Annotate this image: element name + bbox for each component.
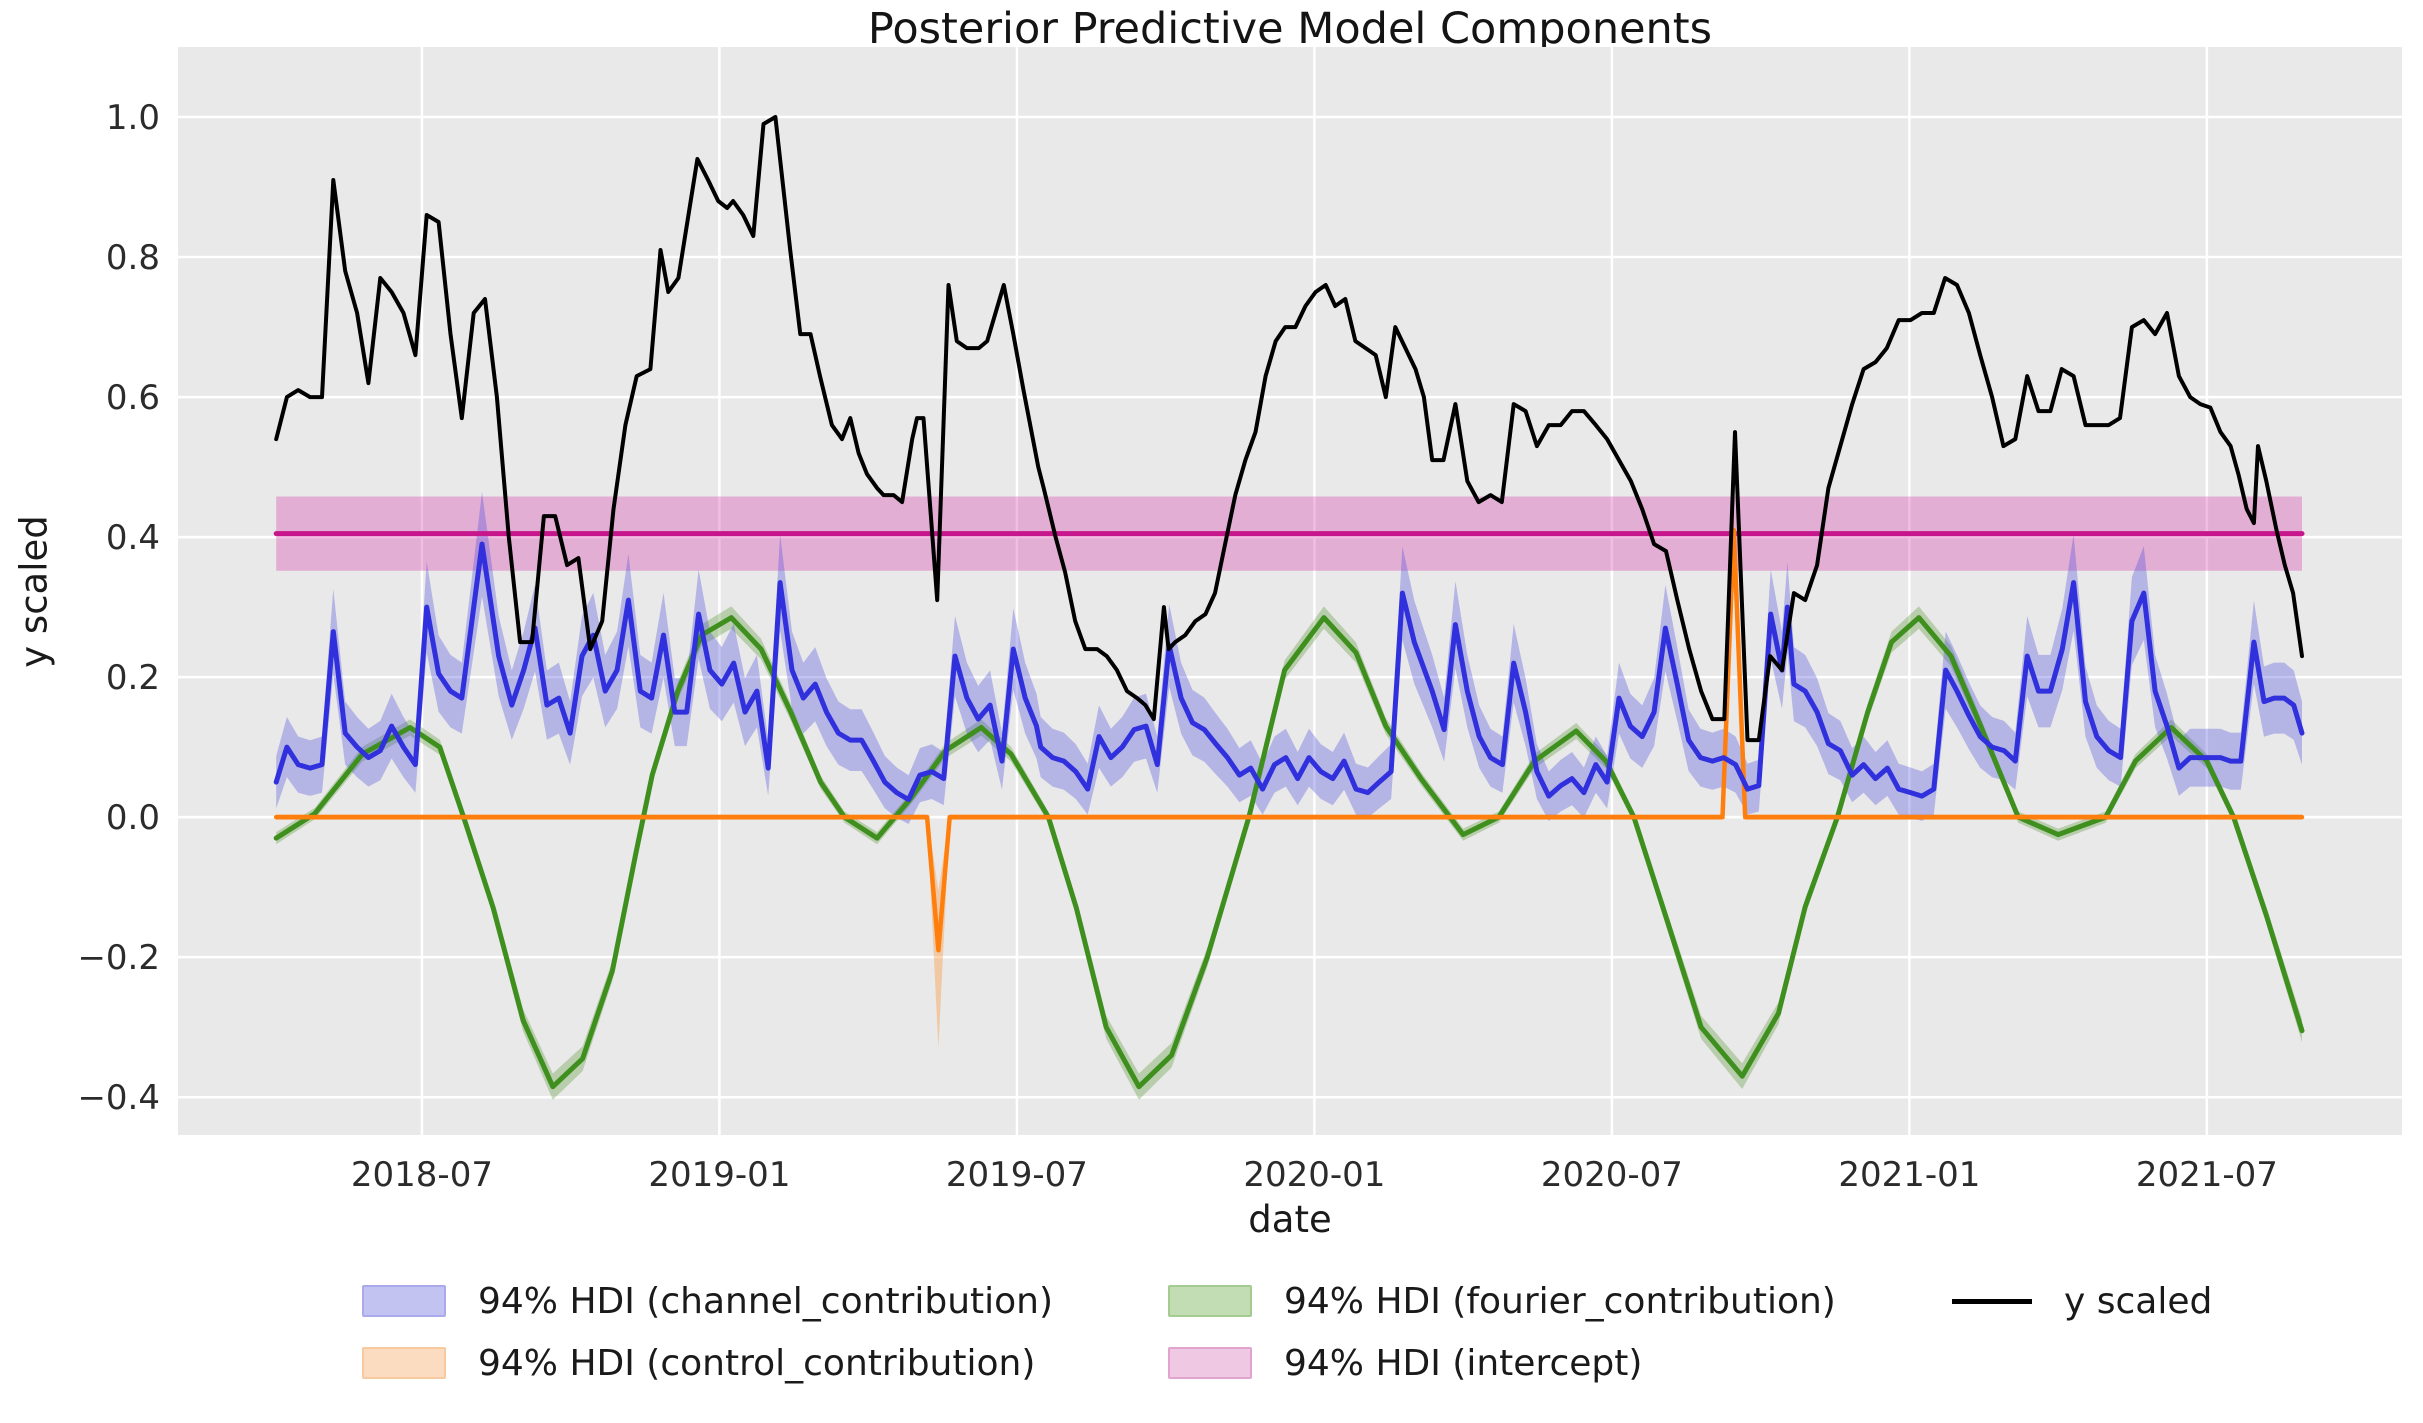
legend-item: 94% HDI (channel_contribution)	[362, 1279, 1053, 1323]
y-tick-label: 0.6	[106, 378, 160, 418]
x-tick-label: 2019-07	[946, 1155, 1088, 1195]
plot-background	[178, 47, 2402, 1135]
y-tick-label: 0.8	[106, 238, 160, 278]
x-axis-label: date	[1248, 1198, 1332, 1241]
y-tick-label: −0.2	[77, 938, 160, 978]
hdi-band-channel_contribution	[276, 491, 2303, 824]
legend-item: 94% HDI (fourier_contribution)	[1168, 1279, 1836, 1323]
legend-label: y scaled	[2064, 1280, 2213, 1322]
x-tick-label: 2021-01	[1838, 1155, 1980, 1195]
x-tick-label: 2020-07	[1541, 1155, 1683, 1195]
chart-title: Posterior Predictive Model Components	[867, 4, 1713, 54]
y-tick-label: 0.0	[106, 798, 160, 838]
series-line-control_contribution	[273, 527, 2305, 953]
y-tick-label: 0.4	[106, 518, 160, 558]
legend-label: 94% HDI (fourier_contribution)	[1284, 1280, 1836, 1322]
series-line-channel_contribution	[273, 541, 2305, 803]
legend-label: 94% HDI (channel_contribution)	[478, 1280, 1054, 1322]
legend-item: y scaled	[1952, 1279, 2212, 1323]
legend-item: 94% HDI (intercept)	[1168, 1341, 1642, 1385]
legend-swatch-patch	[362, 1285, 446, 1317]
legend-swatch-patch	[1168, 1347, 1252, 1379]
legend-swatch-patch	[362, 1347, 446, 1379]
x-tick-label: 2018-07	[351, 1155, 493, 1195]
legend-swatch-line	[1952, 1298, 2032, 1304]
y-tick-label: 0.2	[106, 658, 160, 698]
legend-label: 94% HDI (control_contribution)	[478, 1342, 1036, 1384]
y-tick-label: 1.0	[106, 98, 160, 138]
y-tick-label: −0.4	[77, 1078, 160, 1118]
series-line-y_scaled	[274, 115, 2304, 743]
x-tick-label: 2019-01	[648, 1155, 790, 1195]
legend-item: 94% HDI (control_contribution)	[362, 1341, 1035, 1385]
x-tick-label: 2021-07	[2136, 1155, 2278, 1195]
x-tick-label: 2020-01	[1243, 1155, 1385, 1195]
legend-swatch-patch	[1168, 1285, 1252, 1317]
legend-label: 94% HDI (intercept)	[1284, 1342, 1643, 1384]
